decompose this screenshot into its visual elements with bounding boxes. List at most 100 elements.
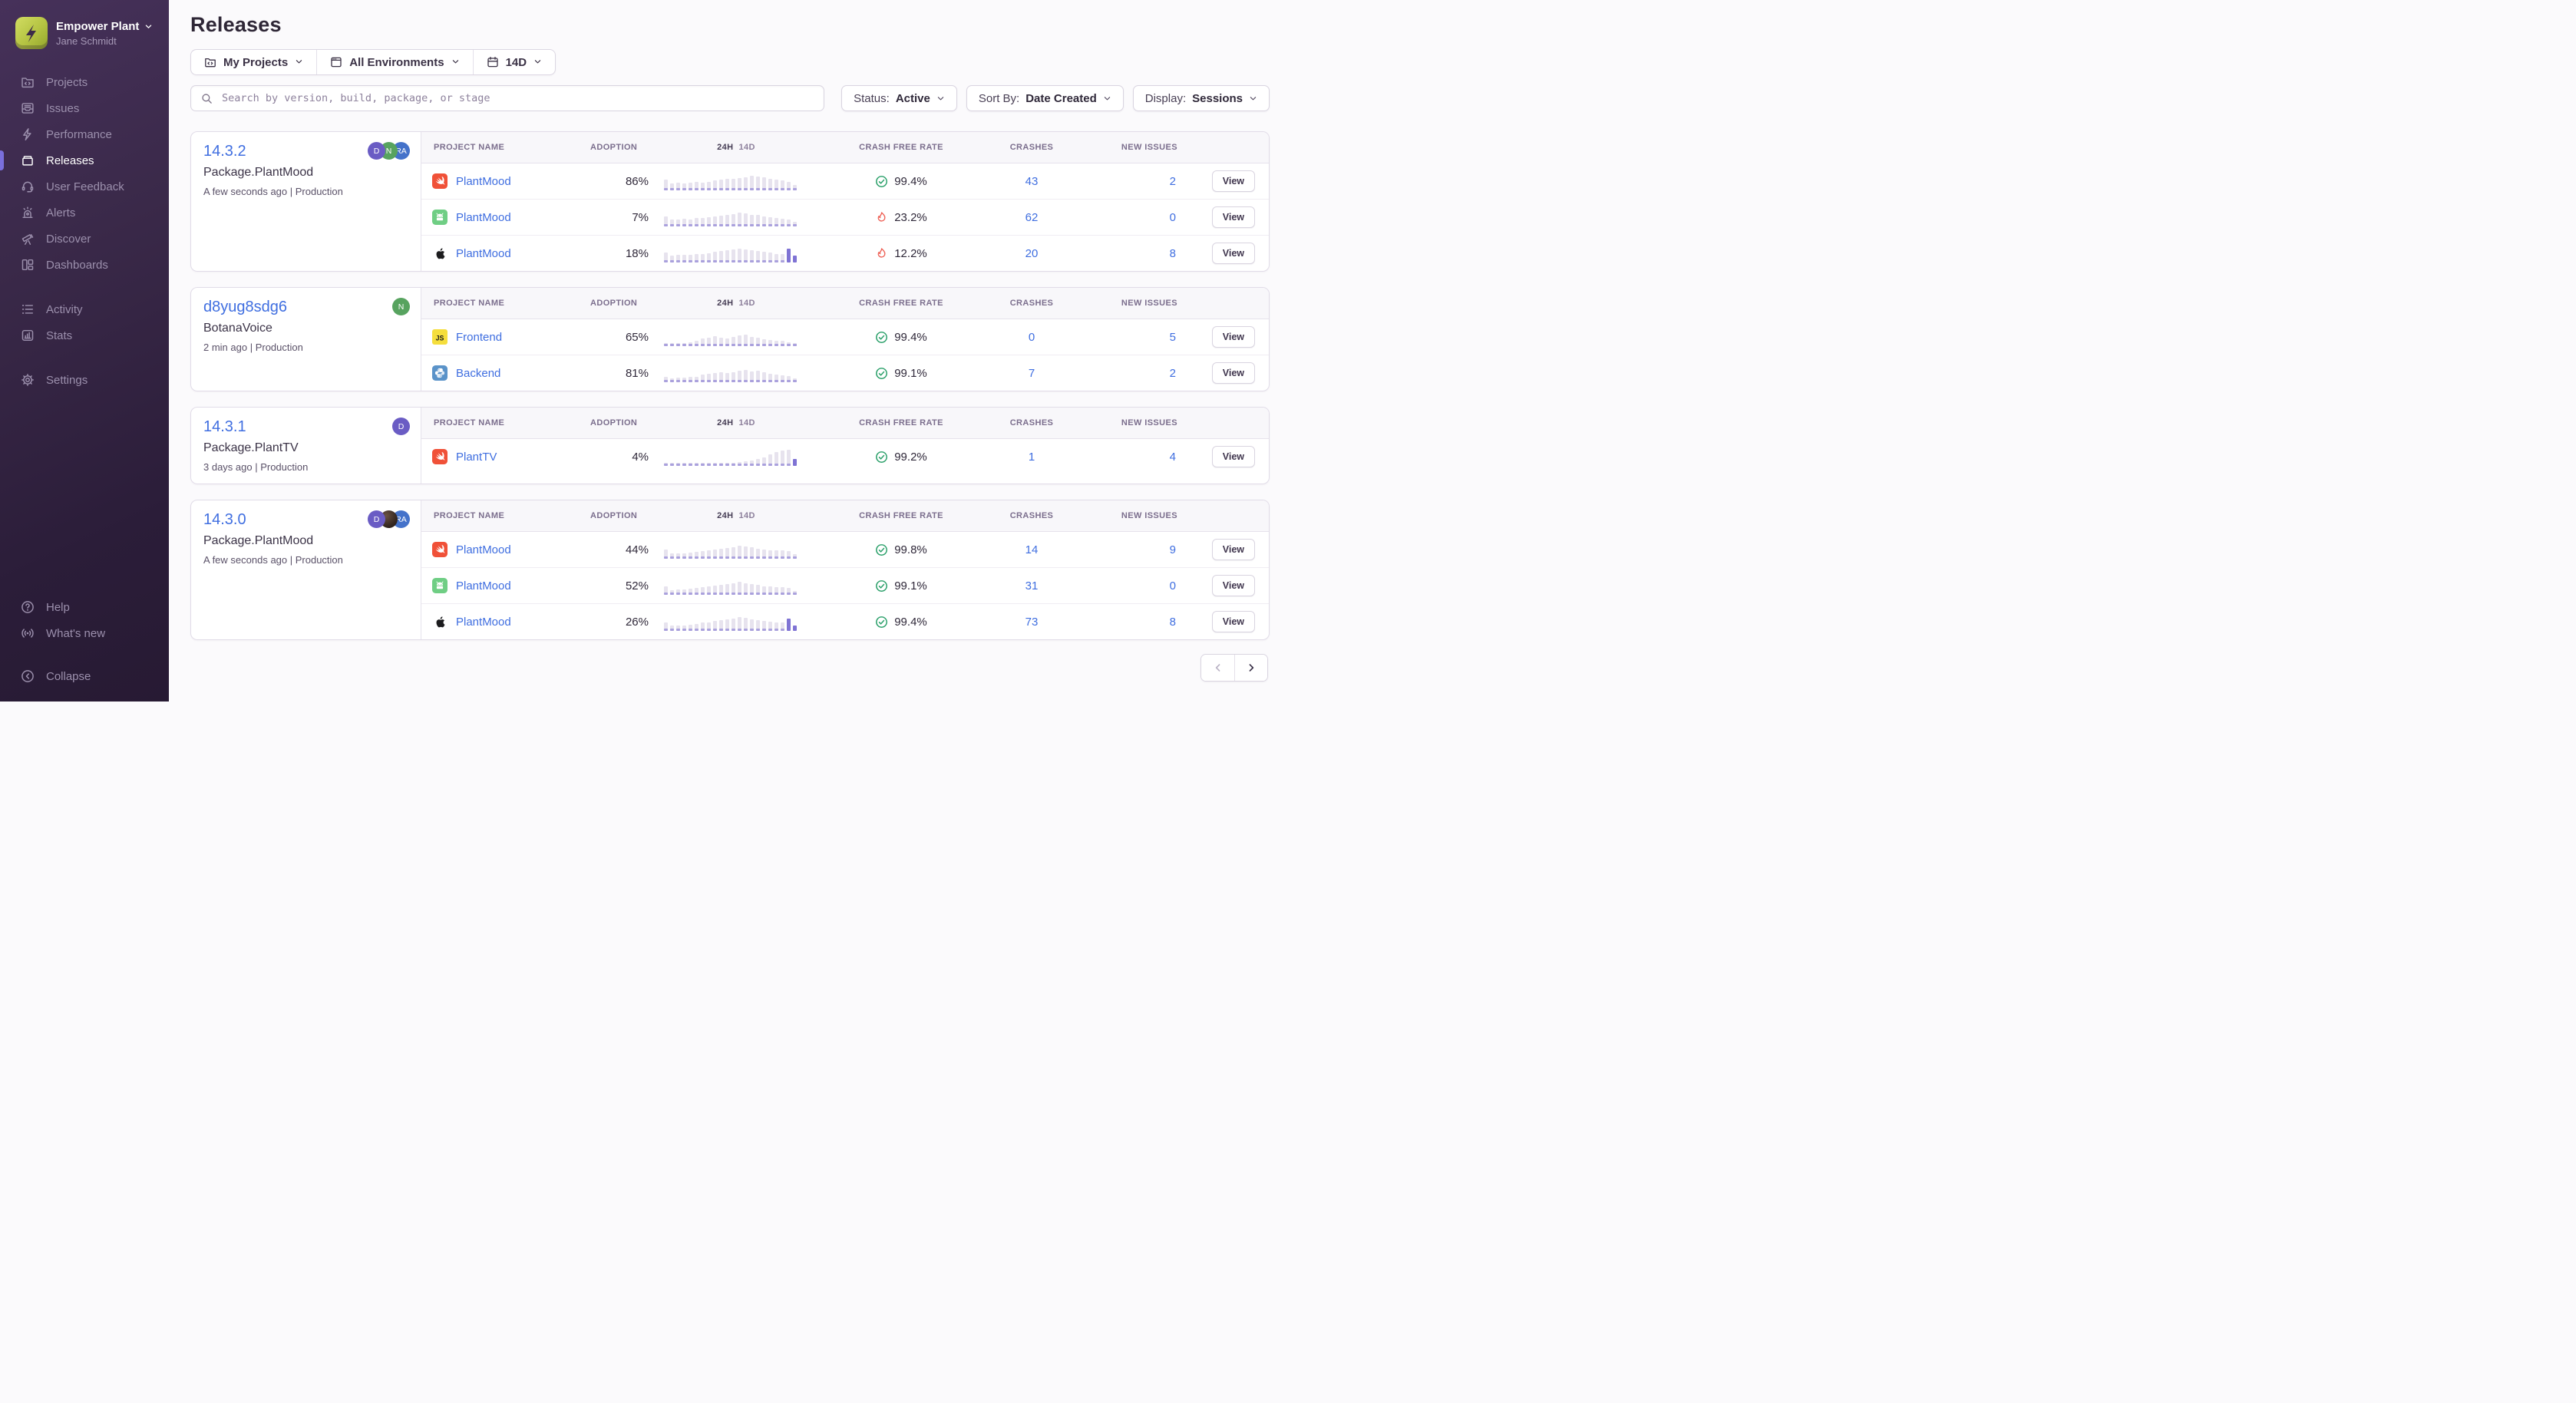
crashes-count-link[interactable]: 43 [1025, 174, 1039, 188]
sidebar-item-alerts[interactable]: Alerts [0, 200, 169, 226]
period-toggle-24h[interactable]: 24H [717, 511, 734, 520]
view-button[interactable]: View [1211, 170, 1255, 192]
status-dropdown[interactable]: Status: Active [841, 85, 957, 111]
new-issues-count-link[interactable]: 5 [1169, 330, 1176, 344]
period-toggle-14d[interactable]: 14D [738, 143, 755, 152]
period-toggle-14d[interactable]: 14D [738, 299, 755, 308]
period-toggle-14d[interactable]: 14D [738, 418, 755, 428]
avatar[interactable]: D [368, 510, 385, 528]
sort-by-dropdown[interactable]: Sort By: Date Created [966, 85, 1124, 111]
date-range-filter[interactable]: 14D [474, 50, 556, 74]
period-toggle-24h[interactable]: 24H [717, 418, 734, 428]
environment-filter[interactable]: All Environments [317, 50, 474, 75]
sparkline-bar [762, 550, 766, 559]
sidebar-item-settings[interactable]: Settings [0, 367, 169, 393]
project-link[interactable]: PlantTV [456, 450, 497, 464]
view-button[interactable]: View [1211, 539, 1255, 560]
sparkline-bar [762, 252, 766, 262]
sparkline-bar [670, 590, 674, 595]
sparkline-bar-base [701, 224, 705, 226]
sparkline-bar [787, 249, 791, 262]
sparkline-bar-base [725, 224, 729, 226]
sparkline-bar-base [689, 188, 692, 190]
new-issues-count-link[interactable]: 0 [1169, 579, 1176, 593]
new-issues-count-link[interactable]: 8 [1169, 246, 1176, 260]
release-version-link[interactable]: 14.3.2 [203, 143, 246, 160]
period-toggle-24h[interactable]: 24H [717, 299, 734, 308]
crashes-count-link[interactable]: 73 [1025, 615, 1039, 629]
sparkline-bar [664, 377, 668, 382]
sidebar-item-releases[interactable]: Releases [0, 147, 169, 173]
display-dropdown[interactable]: Display: Sessions [1132, 85, 1270, 111]
sparkline-bar-base [744, 344, 748, 346]
sparkline-bar-base [701, 344, 705, 346]
new-issues-count-link[interactable]: 2 [1169, 366, 1176, 380]
sidebar-item-help[interactable]: Help [0, 594, 169, 620]
column-header-project-name: PROJECT NAME [434, 299, 505, 308]
crashes-count-link[interactable]: 0 [1028, 330, 1035, 344]
crashes-count-link[interactable]: 1 [1028, 450, 1035, 464]
crashes-count-link[interactable]: 14 [1025, 543, 1039, 556]
release-version-link[interactable]: 14.3.1 [203, 418, 246, 435]
project-filter[interactable]: My Projects [191, 50, 318, 75]
search-box[interactable] [190, 85, 825, 111]
sidebar-collapse-button[interactable]: Collapse [0, 663, 169, 689]
new-issues-count-link[interactable]: 8 [1169, 615, 1176, 629]
next-page-button[interactable] [1234, 655, 1267, 681]
new-issues-count-link[interactable]: 4 [1169, 450, 1176, 464]
sidebar-item-user-feedback[interactable]: User Feedback [0, 173, 169, 200]
sidebar-item-issues[interactable]: Issues [0, 95, 169, 121]
crashes-count-link[interactable]: 62 [1025, 210, 1039, 224]
sidebar-item-discover[interactable]: Discover [0, 226, 169, 252]
sidebar-item-projects[interactable]: Projects [0, 69, 169, 95]
previous-page-button[interactable] [1201, 655, 1234, 681]
view-button[interactable]: View [1211, 326, 1255, 348]
sparkline-bar-base [682, 464, 686, 466]
sparkline-bar-base [738, 188, 741, 190]
avatar[interactable]: D [368, 142, 385, 160]
sparkline-bar [682, 255, 686, 262]
crashes-count-link[interactable]: 20 [1025, 246, 1039, 260]
view-button[interactable]: View [1211, 611, 1255, 632]
sparkline-bar [732, 249, 735, 262]
sparkline-bar [793, 554, 797, 559]
new-issues-count-link[interactable]: 2 [1169, 174, 1176, 188]
view-button[interactable]: View [1211, 206, 1255, 228]
period-toggle-24h[interactable]: 24H [717, 143, 734, 152]
project-link[interactable]: Backend [456, 366, 501, 380]
project-link[interactable]: PlantMood [456, 579, 511, 593]
crashes-count-link[interactable]: 7 [1028, 366, 1035, 380]
adoption-percent: 44% [625, 543, 649, 556]
crashes-cell: 7 [989, 367, 1074, 380]
view-button[interactable]: View [1211, 446, 1255, 467]
project-link[interactable]: PlantMood [456, 543, 511, 556]
sparkline-bar-base [750, 224, 754, 226]
sidebar-item-stats[interactable]: Stats [0, 322, 169, 348]
sparkline-bar-base [689, 629, 692, 631]
new-issues-count-link[interactable]: 9 [1169, 543, 1176, 556]
sparkline-bar-base [725, 464, 729, 466]
period-toggle-14d[interactable]: 14D [738, 511, 755, 520]
view-button[interactable]: View [1211, 243, 1255, 264]
release-version-link[interactable]: d8yug8sdg6 [203, 299, 287, 315]
sidebar-item-dashboards[interactable]: Dashboards [0, 252, 169, 278]
sidebar-item-whats-new[interactable]: What's new [0, 620, 169, 646]
project-link[interactable]: PlantMood [456, 246, 511, 260]
release-version-link[interactable]: 14.3.0 [203, 511, 246, 528]
sidebar-item-activity[interactable]: Activity [0, 296, 169, 322]
view-button[interactable]: View [1211, 575, 1255, 596]
search-input[interactable] [220, 91, 814, 106]
project-link[interactable]: Frontend [456, 330, 503, 344]
org-switcher[interactable]: Empower Plant Jane Schmidt [0, 11, 169, 49]
avatar[interactable]: D [392, 418, 410, 435]
avatar[interactable]: N [392, 298, 410, 315]
view-button[interactable]: View [1211, 362, 1255, 384]
crashes-count-link[interactable]: 31 [1025, 579, 1039, 593]
project-link[interactable]: PlantMood [456, 210, 511, 224]
sidebar-item-performance[interactable]: Performance [0, 121, 169, 147]
sparkline-bar [682, 626, 686, 631]
sidebar-item-label: Activity [46, 302, 83, 316]
new-issues-count-link[interactable]: 0 [1169, 210, 1176, 224]
project-link[interactable]: PlantMood [456, 615, 511, 629]
project-link[interactable]: PlantMood [456, 174, 511, 188]
